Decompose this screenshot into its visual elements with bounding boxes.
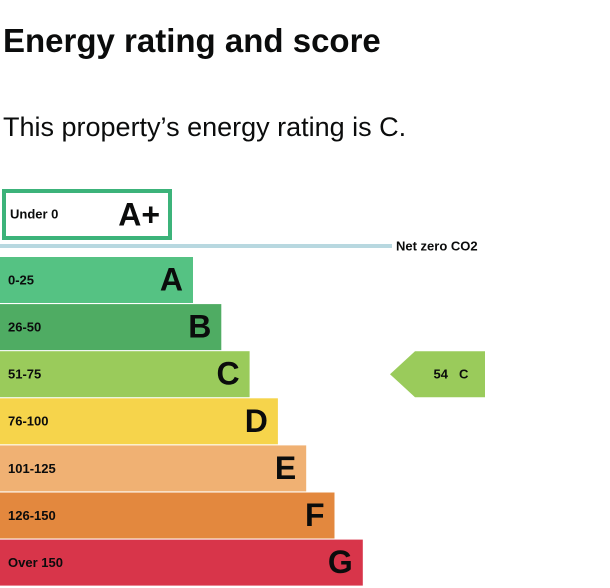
current-pointer (390, 351, 485, 398)
band-bar (0, 257, 193, 303)
band-range: 101-125 (8, 461, 56, 476)
band-letter: D (245, 403, 268, 439)
band-range: 51-75 (8, 367, 41, 382)
band-range: 26-50 (8, 320, 41, 335)
band-bar (0, 492, 335, 539)
band-letter: B (188, 309, 211, 345)
subtitle: This property’s energy rating is C. (3, 112, 407, 142)
band-range: 0-25 (8, 272, 34, 287)
title: Energy rating and score (3, 22, 381, 59)
band-letter: G (328, 544, 353, 580)
top-band-box (2, 189, 172, 240)
band-bar (0, 351, 250, 398)
band-range: 76-100 (8, 414, 48, 429)
band-bar (0, 398, 278, 445)
current-score: 54 (434, 367, 449, 382)
band-letter: A (160, 261, 183, 297)
band-bar (0, 539, 363, 586)
top-band-letter: A+ (118, 196, 160, 232)
band-bar (0, 445, 307, 492)
band-letter: F (305, 497, 325, 533)
current-letter: C (459, 367, 469, 382)
band-range: 126-150 (8, 508, 56, 523)
band-letter: E (275, 450, 296, 486)
band-letter: C (216, 356, 239, 392)
band-range: Over 150 (8, 555, 63, 570)
top-band-range: Under 0 (10, 206, 58, 221)
band-bar (0, 304, 222, 351)
net-zero-label: Net zero CO2 (396, 238, 478, 253)
